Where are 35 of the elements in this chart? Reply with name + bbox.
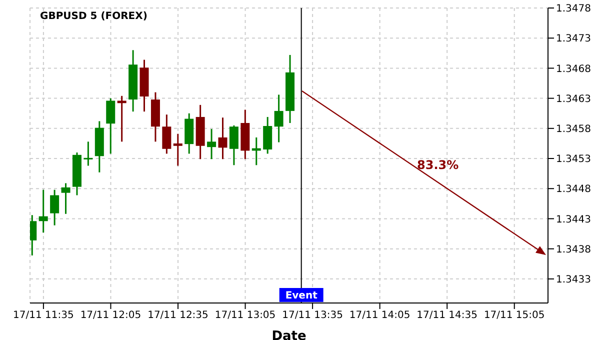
candlestick [274,94,284,144]
candlestick [38,189,48,234]
y-tick-label: 1.3458 [556,124,591,135]
x-tick-label: 17/11 12:05 [80,310,142,322]
annotation: 83.3% [417,158,459,172]
candlestick [173,133,182,166]
candlestick [263,116,272,154]
x-tick-label: 17/11 15:05 [484,310,545,322]
y-tick-label: 1.3443 [556,214,591,226]
y-tick-label: 1.3463 [556,94,591,105]
candlestick [229,124,238,166]
candlestick [117,95,126,142]
x-tick-label: 17/11 13:05 [214,310,276,322]
candlestick [50,189,60,226]
chart-title: GBPUSD 5 (FOREX) [40,11,148,22]
candlestick [207,128,216,160]
y-tick-label: 1.3433 [556,274,591,286]
x-tick-label: 17/11 14:05 [349,310,410,322]
x-tick-label: 17/11 12:35 [148,310,208,322]
candlestick [106,98,116,154]
y-tick-label: 1.3478 [556,4,591,15]
x-tick-label: 17/11 11:35 [13,310,74,322]
candlestick [84,140,93,166]
y-tick-label: 1.3448 [556,184,591,196]
candlestick [61,182,70,215]
y-tick-label: 1.3438 [556,244,591,256]
y-tick-label: 1.3468 [556,64,591,75]
candlestick [218,116,228,160]
x-tick-label: 17/11 14:35 [416,310,478,322]
x-tick-label: 17/11 13:35 [282,310,343,322]
ref-line-label: Event [285,290,318,302]
y-tick-label: 1.3473 [556,34,591,45]
x-axis-title: Date [272,329,306,340]
candlestick [162,114,172,154]
y-tick-label: 1.3453 [556,154,591,166]
